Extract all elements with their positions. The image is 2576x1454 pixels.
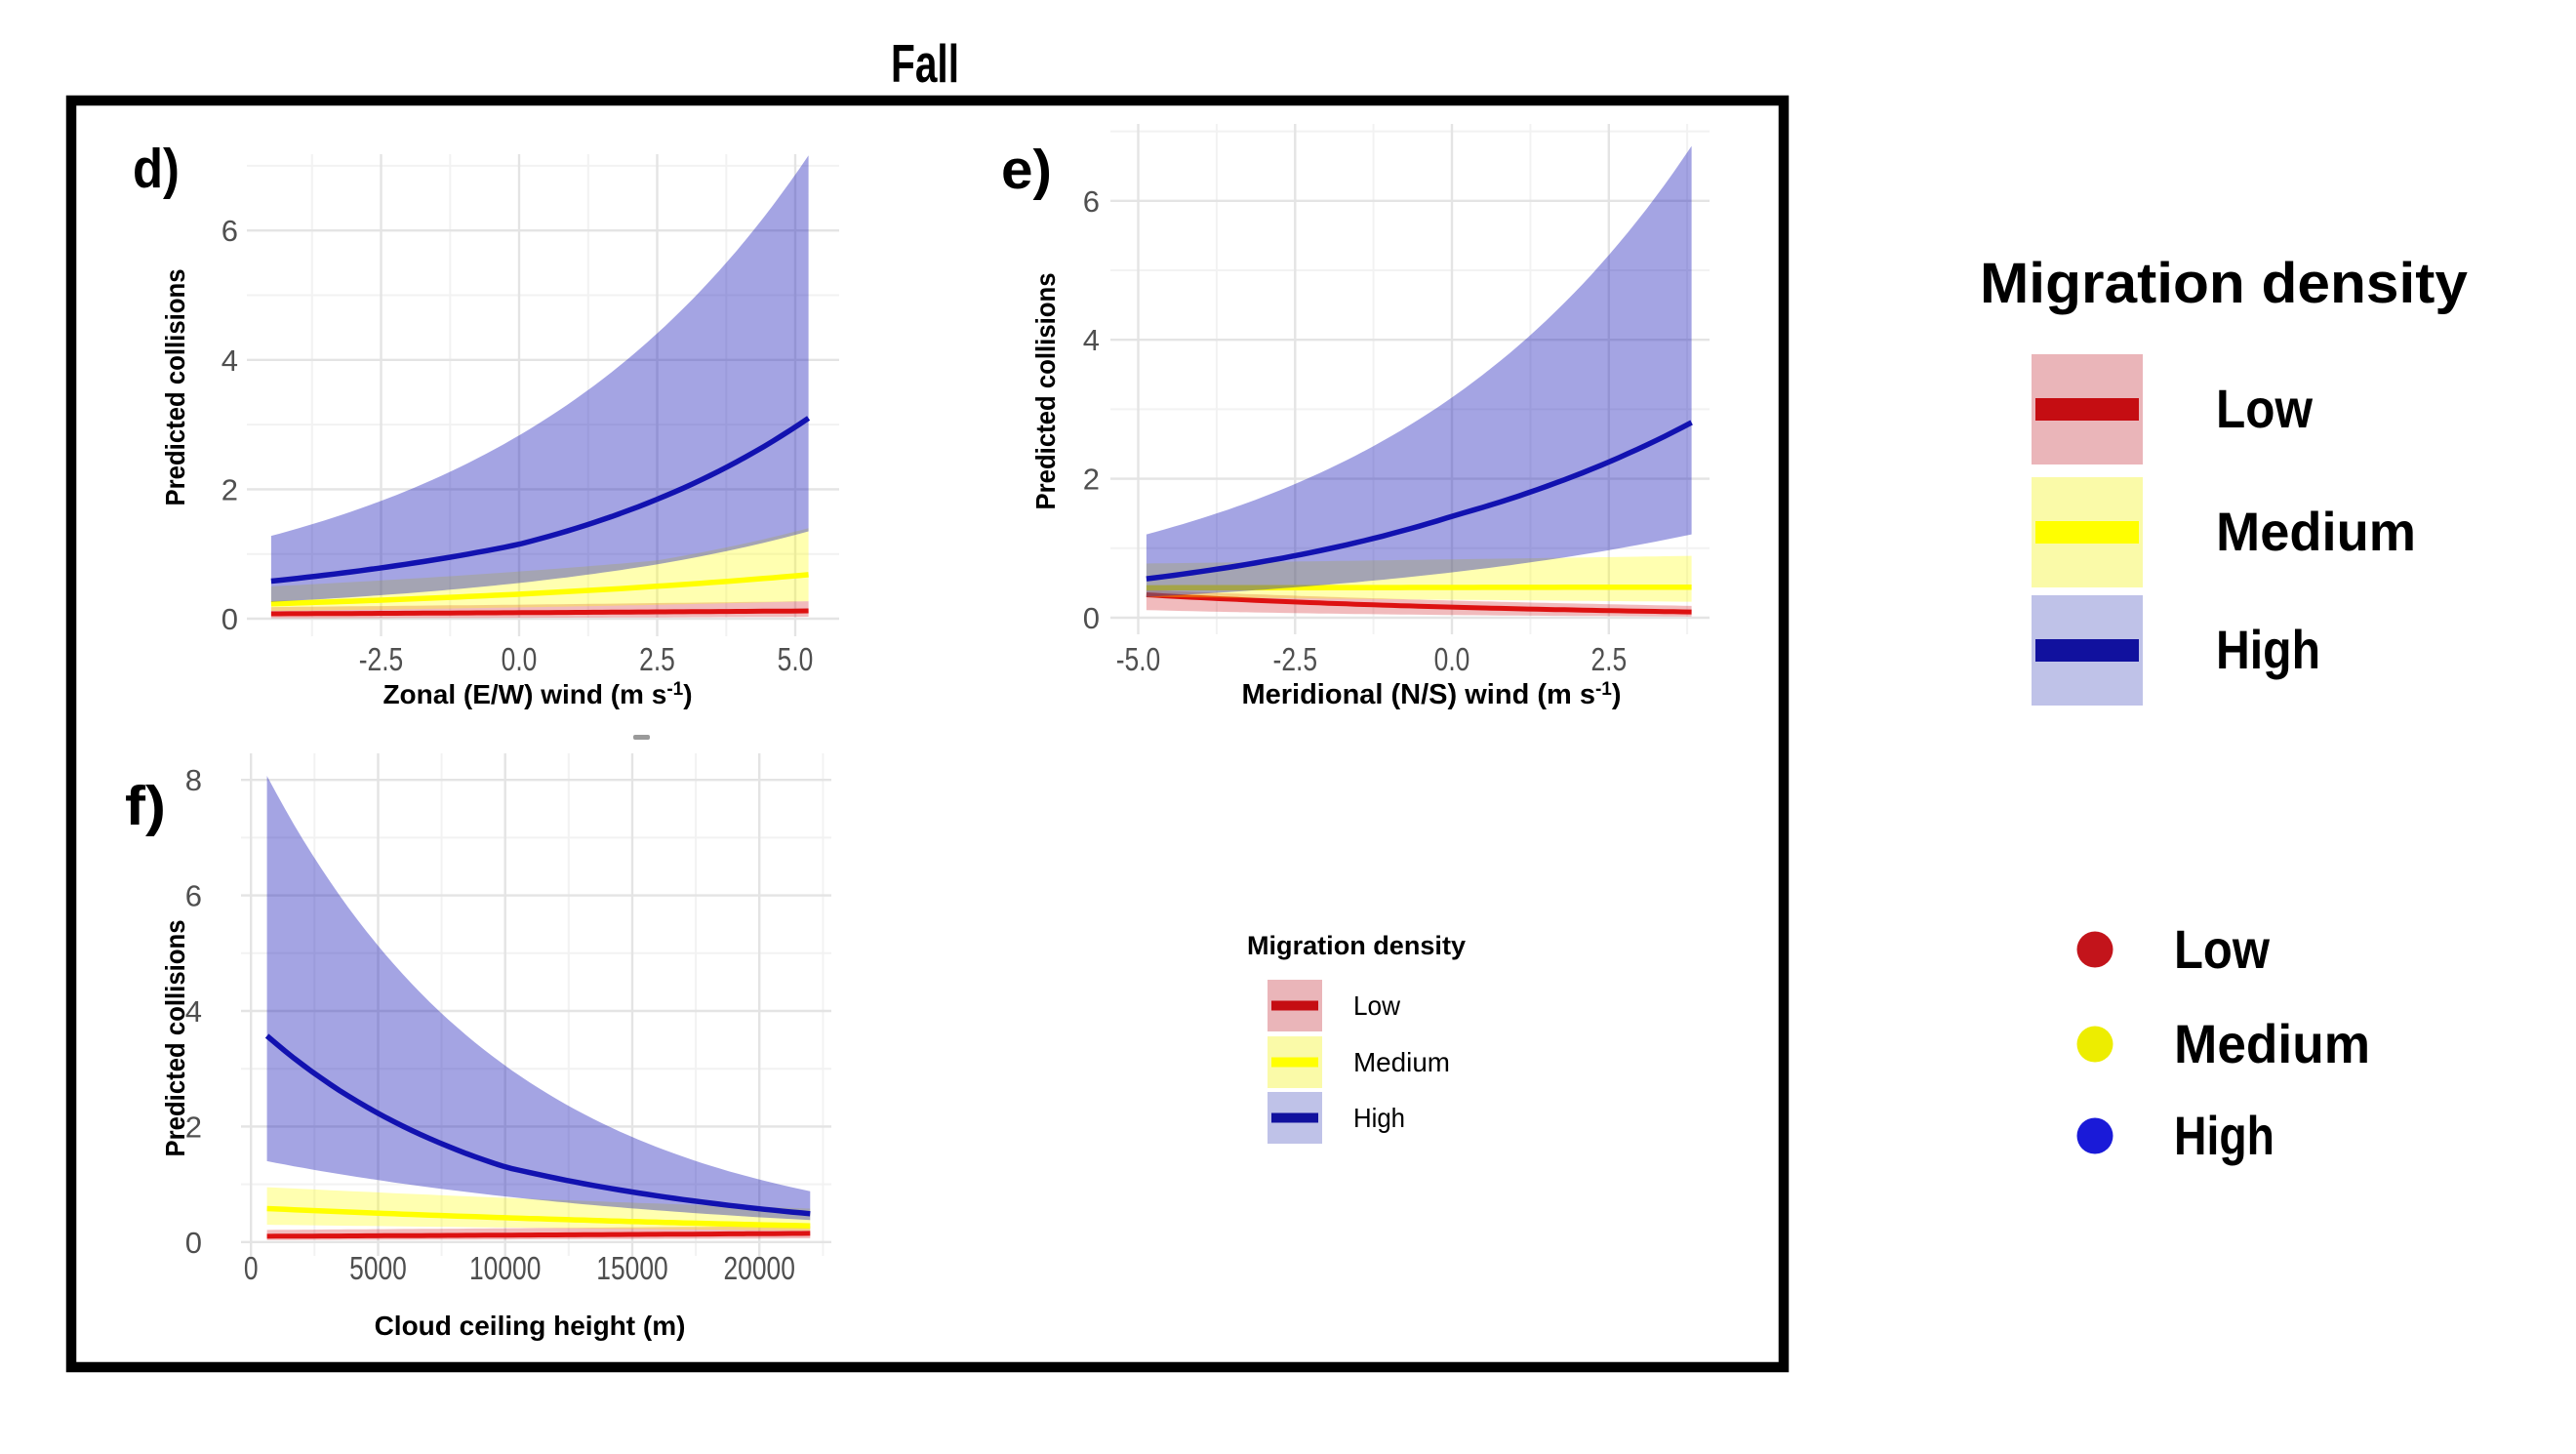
svg-text:Medium: Medium <box>2216 501 2416 562</box>
svg-text:Migration density: Migration density <box>1247 931 1466 960</box>
svg-text:6: 6 <box>185 879 202 913</box>
svg-text:d): d) <box>133 138 180 200</box>
svg-text:2: 2 <box>221 472 238 506</box>
svg-text:High: High <box>2216 619 2320 680</box>
svg-text:Predicted collisions: Predicted collisions <box>160 269 190 506</box>
svg-text:High: High <box>2174 1105 2274 1166</box>
svg-text:4: 4 <box>185 994 202 1029</box>
svg-text:Medium: Medium <box>1353 1047 1450 1077</box>
svg-text:2: 2 <box>185 1110 202 1144</box>
svg-text:-5.0: -5.0 <box>1116 641 1161 677</box>
svg-text:Cloud ceiling height (m): Cloud ceiling height (m) <box>375 1311 686 1341</box>
svg-text:6: 6 <box>221 214 238 248</box>
svg-text:Medium: Medium <box>2174 1013 2370 1074</box>
svg-text:0.0: 0.0 <box>502 641 538 677</box>
svg-text:-2.5: -2.5 <box>359 641 404 677</box>
svg-text:e): e) <box>1001 139 1052 201</box>
svg-text:Migration density: Migration density <box>1980 252 2468 315</box>
svg-text:Low: Low <box>1353 990 1401 1021</box>
svg-text:Fall: Fall <box>891 33 959 94</box>
svg-text:Low: Low <box>2216 378 2313 439</box>
svg-text:6: 6 <box>1083 184 1100 219</box>
svg-text:0: 0 <box>185 1226 202 1260</box>
svg-text:4: 4 <box>221 343 238 378</box>
svg-text:Predicted collisions: Predicted collisions <box>160 920 190 1157</box>
svg-text:0: 0 <box>244 1250 259 1286</box>
svg-text:0: 0 <box>221 602 238 636</box>
svg-text:Zonal (E/W) wind (m s-1): Zonal (E/W) wind (m s-1) <box>382 679 692 709</box>
svg-text:5.0: 5.0 <box>778 641 814 677</box>
svg-text:High: High <box>1353 1103 1405 1133</box>
svg-text:20000: 20000 <box>724 1250 795 1286</box>
svg-text:0: 0 <box>1083 601 1100 635</box>
svg-text:0.0: 0.0 <box>1434 641 1470 677</box>
svg-text:2.5: 2.5 <box>639 641 675 677</box>
svg-text:2: 2 <box>1083 463 1100 497</box>
svg-text:10000: 10000 <box>469 1250 541 1286</box>
svg-text:Low: Low <box>2174 918 2270 980</box>
svg-text:-2.5: -2.5 <box>1273 641 1318 677</box>
svg-text:Meridional (N/S) wind (m s-1): Meridional (N/S) wind (m s-1) <box>1241 679 1621 710</box>
svg-text:15000: 15000 <box>596 1250 667 1286</box>
svg-text:5000: 5000 <box>349 1250 407 1286</box>
svg-text:Predicted collisions: Predicted collisions <box>1030 273 1061 510</box>
svg-text:f): f) <box>125 775 166 837</box>
svg-text:8: 8 <box>185 763 202 797</box>
svg-text:2.5: 2.5 <box>1590 641 1627 677</box>
svg-text:4: 4 <box>1083 323 1100 357</box>
